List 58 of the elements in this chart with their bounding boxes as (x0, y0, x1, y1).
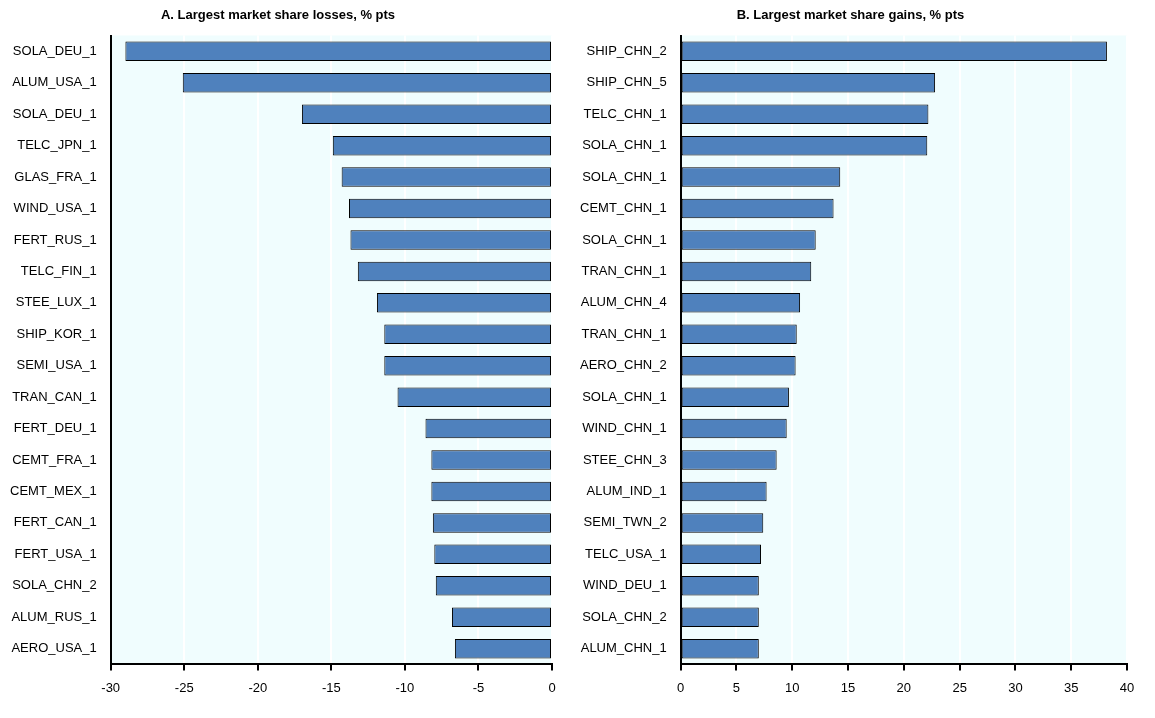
y-tick-label: FERT_CAN_1 (13, 514, 97, 530)
x-tick-label: 5 (732, 679, 741, 695)
y-tick-label: SOLA_DEU_1 (12, 105, 97, 121)
y-tick-label: SOLA_CHN_1 (582, 168, 667, 184)
y-tick-label: ALUM_CHN_1 (580, 640, 667, 656)
x-tick-label: 0 (677, 679, 685, 695)
y-tick-label: SHIP_KOR_1 (16, 325, 97, 341)
x-tick-label: -15 (321, 679, 341, 695)
x-tick-label: 30 (1008, 679, 1023, 695)
y-tick-label: SEMI_TWN_2 (583, 514, 667, 530)
x-tick-label: 40 (1119, 679, 1135, 695)
y-tick-label: TELC_JPN_1 (17, 137, 97, 153)
y-tick-label: FERT_USA_1 (14, 545, 97, 561)
x-tick-label: 20 (896, 679, 912, 695)
y-tick-label: STEE_LUX_1 (15, 294, 97, 310)
y-tick-label: GLAS_FRA_1 (14, 168, 97, 184)
y-tick-label: WIND_CHN_1 (582, 420, 667, 436)
chart-title: A. Largest market share losses, % pts (160, 7, 396, 23)
y-tick-label: SOLA_CHN_2 (12, 577, 97, 593)
y-tick-label: SOLA_CHN_2 (582, 608, 667, 624)
y-tick-label: ALUM_IND_1 (586, 483, 667, 499)
y-tick-label: TELC_USA_1 (585, 545, 667, 561)
x-tick-label: -10 (395, 679, 415, 695)
x-tick-label: -5 (472, 679, 485, 695)
x-tick-label: -30 (101, 679, 121, 695)
y-tick-label: WIND_DEU_1 (582, 577, 667, 593)
y-tick-label: CEMT_CHN_1 (580, 200, 667, 216)
y-tick-label: STEE_CHN_3 (582, 451, 667, 467)
y-tick-label: SOLA_DEU_1 (12, 42, 97, 58)
y-tick-label: CEMT_FRA_1 (12, 451, 97, 467)
y-tick-label: FERT_RUS_1 (13, 231, 97, 247)
y-tick-label: SOLA_CHN_1 (582, 137, 667, 153)
y-tick-label: TRAN_CHN_1 (581, 325, 667, 341)
y-tick-label: TELC_CHN_1 (583, 105, 667, 121)
x-tick-label: 25 (952, 679, 967, 695)
y-tick-label: WIND_USA_1 (13, 200, 97, 216)
y-tick-label: AERO_CHN_2 (579, 357, 667, 373)
y-tick-label: AERO_USA_1 (11, 640, 97, 656)
y-tick-label: TELC_FIN_1 (20, 262, 97, 278)
x-tick-label: 15 (840, 679, 856, 695)
y-tick-label: ALUM_USA_1 (12, 74, 97, 90)
y-tick-label: SOLA_CHN_1 (582, 388, 667, 404)
y-tick-label: SEMI_USA_1 (16, 357, 97, 373)
x-tick-label: 10 (785, 679, 800, 695)
x-tick-label: 0 (548, 679, 556, 695)
y-tick-label: CEMT_MEX_1 (9, 483, 97, 499)
y-tick-label: FERT_DEU_1 (13, 420, 97, 436)
y-tick-label: SHIP_CHN_5 (586, 74, 667, 90)
y-tick-label: TRAN_CHN_1 (581, 262, 667, 278)
x-tick-label: 35 (1063, 679, 1079, 695)
x-tick-label: -20 (248, 679, 268, 695)
y-tick-label: ALUM_CHN_4 (580, 294, 667, 310)
y-tick-label: TRAN_CAN_1 (12, 388, 97, 404)
x-tick-label: -25 (174, 679, 194, 695)
y-tick-label: ALUM_RUS_1 (11, 608, 97, 624)
y-tick-label: SHIP_CHN_2 (586, 42, 667, 58)
y-tick-label: SOLA_CHN_1 (582, 231, 667, 247)
chart-title: B. Largest market share gains, % pts (736, 7, 965, 23)
